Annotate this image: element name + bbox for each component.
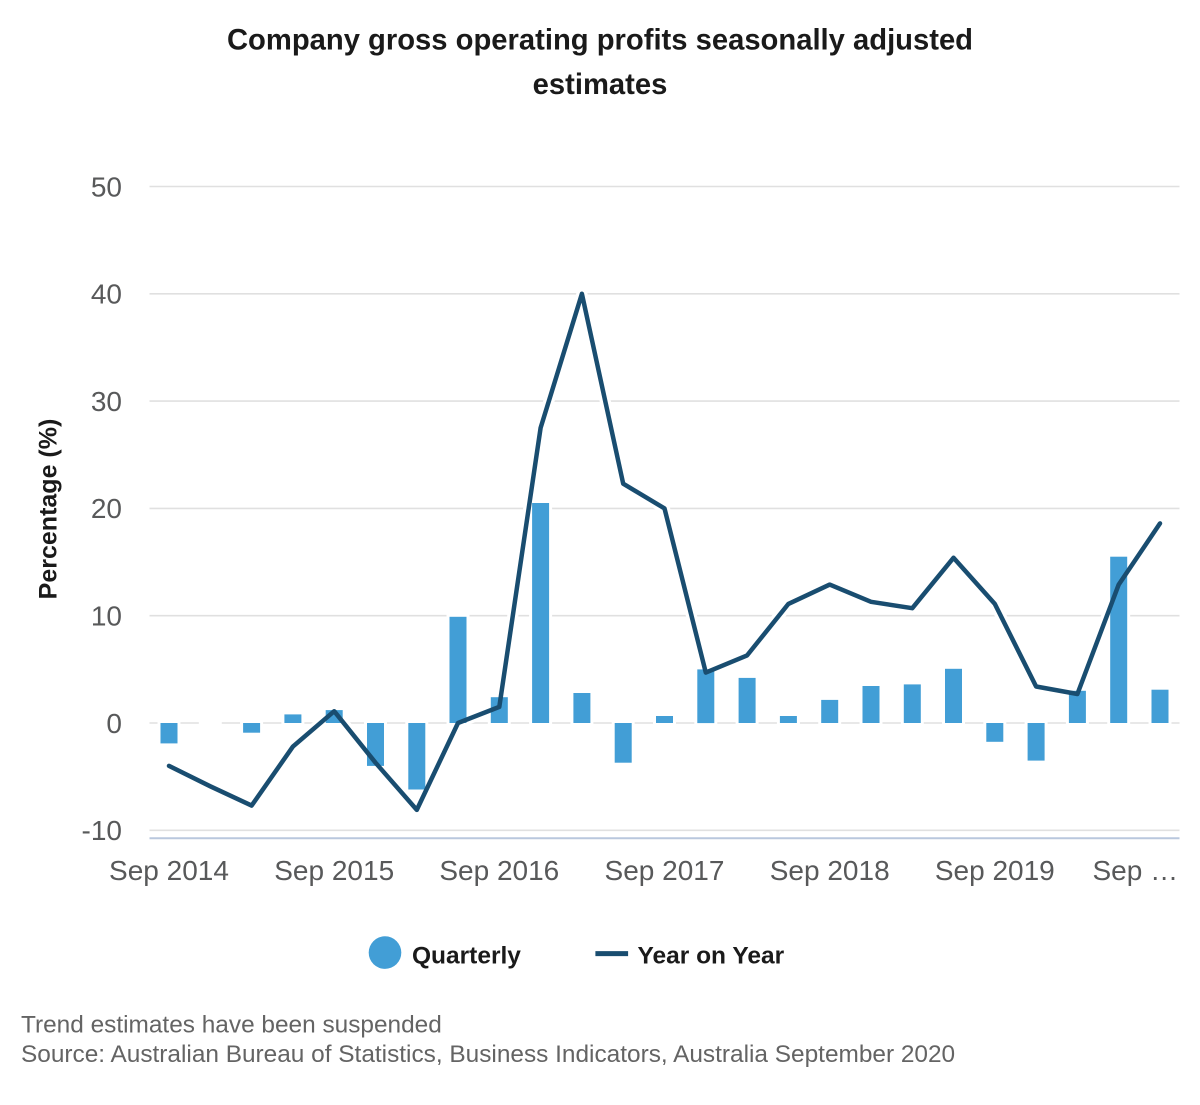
svg-text:Sep 2018: Sep 2018	[770, 855, 890, 886]
svg-text:10: 10	[91, 601, 122, 632]
svg-text:Sep 2015: Sep 2015	[274, 855, 394, 886]
svg-text:-10: -10	[82, 815, 122, 846]
svg-text:Company gross operating profit: Company gross operating profits seasonal…	[227, 25, 973, 57]
svg-text:estimates: estimates	[533, 69, 668, 101]
svg-text:Trend estimates have been susp: Trend estimates have been suspended	[21, 1012, 442, 1039]
svg-text:Percentage (%): Percentage (%)	[35, 419, 63, 600]
svg-text:Source: Australian Bureau of S: Source: Australian Bureau of Statistics,…	[21, 1041, 955, 1068]
svg-text:Sep 2019: Sep 2019	[935, 855, 1055, 886]
svg-text:Sep 2014: Sep 2014	[109, 855, 229, 886]
svg-text:Year on Year: Year on Year	[638, 942, 785, 969]
svg-text:20: 20	[91, 493, 122, 524]
svg-text:Sep 2017: Sep 2017	[605, 855, 725, 886]
svg-text:50: 50	[91, 171, 122, 202]
svg-text:Quarterly: Quarterly	[412, 942, 521, 969]
svg-text:30: 30	[91, 386, 122, 417]
svg-text:40: 40	[91, 279, 122, 310]
svg-text:Sep …: Sep …	[1093, 855, 1179, 886]
svg-text:0: 0	[106, 708, 122, 739]
svg-text:Sep 2016: Sep 2016	[439, 855, 559, 886]
